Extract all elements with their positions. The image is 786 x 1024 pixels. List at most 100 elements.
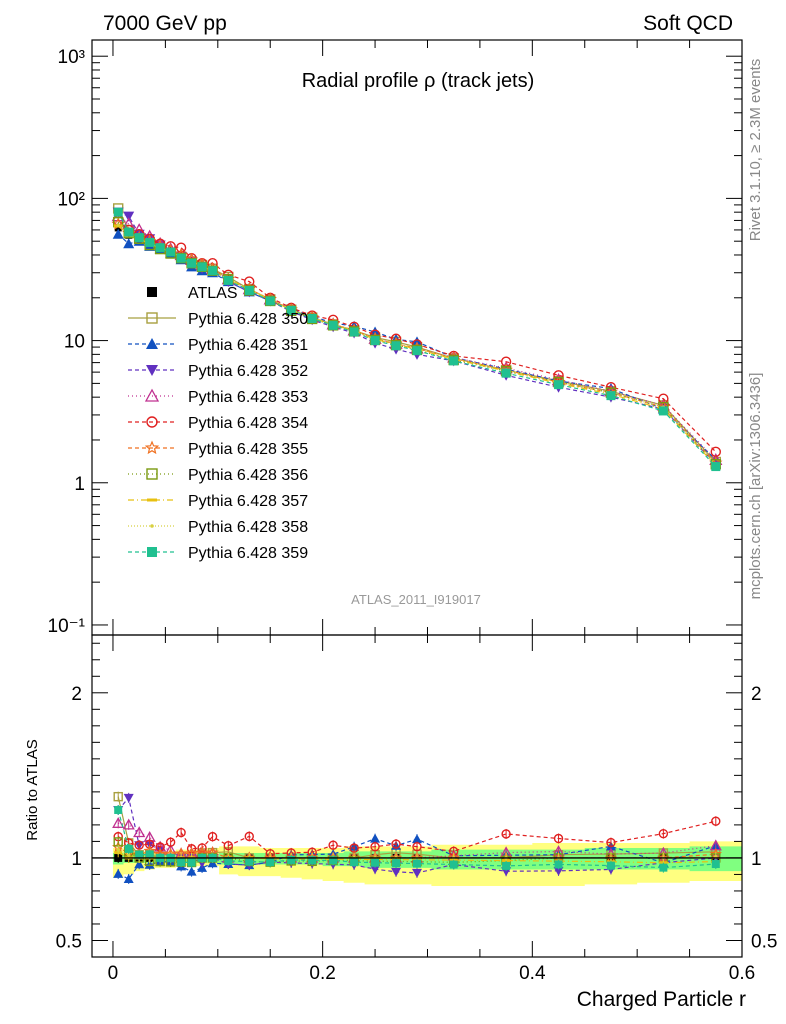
ratio-point-mc-354 [244, 831, 254, 842]
ratio-point-mc-359 [606, 861, 615, 870]
legend-label-mc-356: Pythia 6.428 356 [188, 467, 308, 484]
point-mc-359 [113, 207, 123, 217]
point-mc-359 [197, 262, 207, 272]
ratio-point-mc-354 [370, 842, 380, 852]
analysis-watermark: ATLAS_2011_I919017 [351, 592, 481, 607]
ratio-point-mc-359 [413, 859, 421, 868]
header-right: Soft QCD [643, 12, 733, 35]
legend-label-mc-357: Pythia 6.428 357 [188, 493, 308, 510]
ratio-y-axis-label: Ratio to ATLAS [24, 739, 41, 840]
ratio-y-tick-label-right: 0.5 [751, 931, 777, 952]
ratio-point-mc-351 [186, 866, 197, 876]
point-atlas [114, 224, 122, 232]
ratio-point-mc-354 [553, 833, 564, 844]
ratio-point-mc-351 [370, 833, 381, 843]
ratio-y-tick-label-right: 1 [751, 849, 762, 870]
legend-marker-mc-353 [144, 388, 160, 402]
ratio-point-mc-359 [135, 850, 144, 859]
legend-marker-mc-351 [146, 338, 158, 349]
legend-marker-mc-350 [146, 312, 158, 324]
ratio-point-mc-354 [328, 840, 338, 850]
ratio-point-mc-354 [658, 828, 669, 839]
point-mc-359 [208, 266, 218, 276]
ratio-point-mc-359 [711, 860, 720, 869]
point-mc-351 [123, 238, 135, 249]
ratio-point-mc-359 [350, 858, 359, 867]
ratio-line-mc-353 [118, 822, 716, 859]
point-mc-352 [123, 211, 135, 222]
ratio-point-mc-352 [412, 868, 422, 878]
x-tick-label: 0.4 [519, 963, 546, 984]
ratio-point-mc-350 [113, 791, 123, 802]
ratio-point-mc-359 [502, 861, 511, 870]
ratio-series-layer [92, 791, 742, 884]
ratio-point-mc-359 [329, 856, 338, 865]
ratio-point-mc-352 [553, 866, 564, 876]
ratio-point-mc-354 [501, 829, 511, 839]
x-tick-label: 0 [108, 963, 119, 984]
legend-label-mc-353: Pythia 6.428 353 [188, 389, 308, 406]
ratio-point-mc-354 [412, 841, 422, 852]
ratio-series-mc-359 [114, 804, 720, 873]
ratio-line-mc-352 [117, 796, 716, 874]
ratio-point-mc-359 [187, 858, 196, 867]
legend-marker-mc-355 [144, 440, 160, 455]
ratio-point-mc-352 [370, 865, 381, 875]
ratio-point-mc-351 [134, 859, 145, 869]
legend-label-mc-351: Pythia 6.428 351 [188, 337, 308, 354]
ratio-y-tick-label-right: 2 [751, 684, 762, 705]
legend-label-mc-359: Pythia 6.428 359 [188, 545, 308, 562]
ratio-point-mc-358 [126, 853, 131, 857]
point-mc-359 [223, 275, 233, 285]
point-mc-359 [449, 356, 459, 366]
point-mc-359 [145, 237, 155, 247]
legend: ATLAS Pythia 6.428 350 Pythia 6.428 351 Pyt… [128, 285, 308, 562]
point-mc-359 [265, 296, 275, 306]
ratio-point-mc-354 [391, 839, 401, 849]
ratio-point-mc-351 [113, 868, 124, 878]
header-left: 7000 GeV pp [103, 12, 227, 35]
ratio-frame [91, 634, 743, 958]
ratio-point-mc-359 [308, 856, 317, 865]
point-mc-359 [155, 243, 165, 253]
point-mc-359 [391, 341, 401, 351]
legend-marker-atlas [147, 287, 157, 297]
ratio-point-mc-359 [554, 860, 563, 869]
point-mc-359 [328, 320, 338, 330]
mcplots-label: mcplots.cern.ch [arXiv:1306.3436] [747, 373, 764, 600]
main-series-layer [111, 203, 723, 472]
point-mc-359 [412, 346, 422, 356]
ratio-point-mc-359 [266, 858, 275, 867]
y-tick-label-main: 10 [64, 332, 85, 353]
legend-label-mc-355: Pythia 6.428 355 [188, 441, 308, 458]
series-line-mc-357 [117, 225, 717, 467]
point-mc-359 [349, 327, 359, 337]
ratio-point-mc-354 [606, 837, 616, 848]
ratio-point-mc-354 [176, 827, 186, 838]
point-mc-359 [370, 336, 380, 346]
ratio-point-mc-359 [177, 858, 186, 867]
ratio-y-tick-label-left: 1 [71, 849, 82, 870]
legend-label-mc-350: Pythia 6.428 350 [188, 311, 308, 328]
ratio-y-tick-label-left: 0.5 [56, 931, 82, 952]
ratio-point-mc-359 [449, 860, 458, 869]
x-tick-label: 0.6 [729, 963, 755, 984]
ratio-point-mc-359 [124, 844, 133, 853]
ratio-line-mc-354 [117, 820, 716, 855]
y-tick-label-main: 1 [74, 474, 85, 495]
chart-title: Radial profile ρ (track jets) [302, 70, 535, 92]
y-tick-label-main: 10² [58, 189, 85, 210]
ratio-point-mc-359 [245, 857, 254, 866]
point-mc-359 [244, 286, 254, 296]
point-mc-354 [553, 370, 564, 381]
ratio-point-mc-353 [133, 826, 146, 838]
legend-marker-mc-352 [146, 365, 158, 376]
legend-marker-mc-357 [147, 498, 157, 502]
legend-label-atlas: ATLAS [188, 285, 238, 302]
ratio-point-mc-353 [112, 816, 125, 828]
legend-marker-mc-358 [150, 524, 154, 528]
legend-label-mc-352: Pythia 6.428 352 [188, 363, 308, 380]
ratio-point-mc-359 [392, 859, 401, 868]
